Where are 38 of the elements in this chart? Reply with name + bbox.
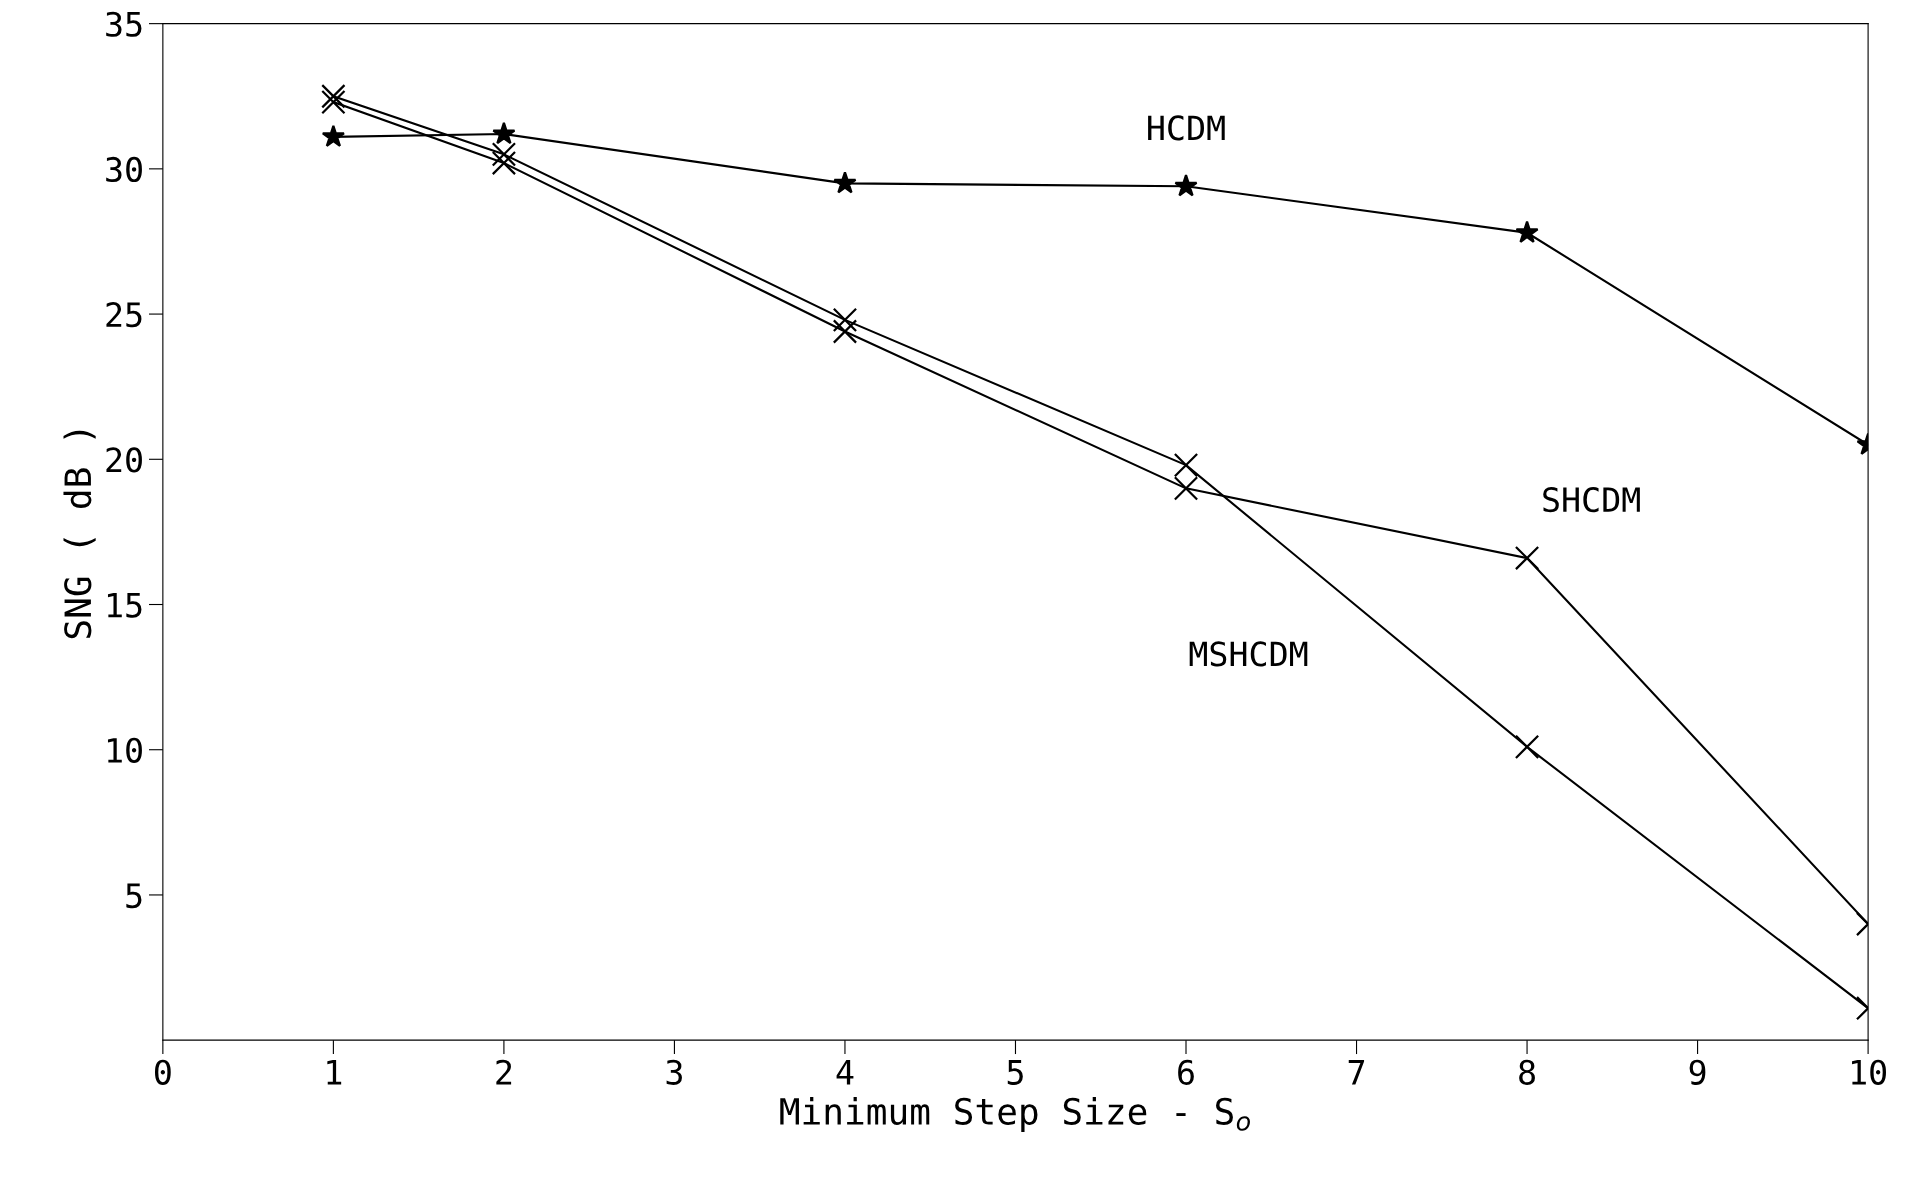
point <box>1173 452 1199 478</box>
series-label: MSHCDM <box>1189 641 1308 667</box>
point <box>1514 734 1540 760</box>
x-axis-title: Minimum Step Size - S$_{o}$ <box>780 1097 1250 1132</box>
x-tick-label: 7 <box>1348 1060 1365 1085</box>
point <box>1174 174 1198 197</box>
point <box>321 84 346 109</box>
x-tick-label: 6 <box>1178 1059 1194 1085</box>
y-tick-label: 5 <box>126 883 142 909</box>
y-tick-label: 25 <box>106 302 142 328</box>
y-tick-label: 15 <box>107 592 142 618</box>
x-tick-label: 9 <box>1689 1059 1706 1085</box>
point <box>321 89 346 115</box>
point <box>1514 545 1540 571</box>
point <box>832 319 858 344</box>
y-tick-label: 20 <box>106 447 142 473</box>
point <box>1515 220 1539 243</box>
x-tick-label: 8 <box>1519 1059 1535 1085</box>
x-tick-label: 5 <box>1007 1060 1023 1085</box>
y-tick-label: 10 <box>107 737 142 763</box>
point <box>492 121 516 145</box>
series-label: HCDM <box>1148 115 1225 141</box>
x-tick-label: 0 <box>154 1059 171 1085</box>
y-tick-label: 35 <box>106 11 142 37</box>
y-axis-title: SNG ( dB ) <box>63 430 96 639</box>
x-tick-label: 4 <box>836 1060 854 1085</box>
series-label: SHCDM <box>1543 487 1640 513</box>
x-tick-label: 10 <box>1852 1059 1887 1085</box>
point <box>321 124 346 148</box>
point <box>491 150 517 176</box>
y-tick-label: 30 <box>106 156 142 183</box>
x-tick-label: 1 <box>327 1060 342 1085</box>
point <box>1173 476 1199 501</box>
point <box>832 307 858 333</box>
point <box>833 171 857 194</box>
x-tick-label: 2 <box>496 1059 512 1085</box>
x-tick-label: 3 <box>666 1059 682 1085</box>
point <box>491 142 517 167</box>
